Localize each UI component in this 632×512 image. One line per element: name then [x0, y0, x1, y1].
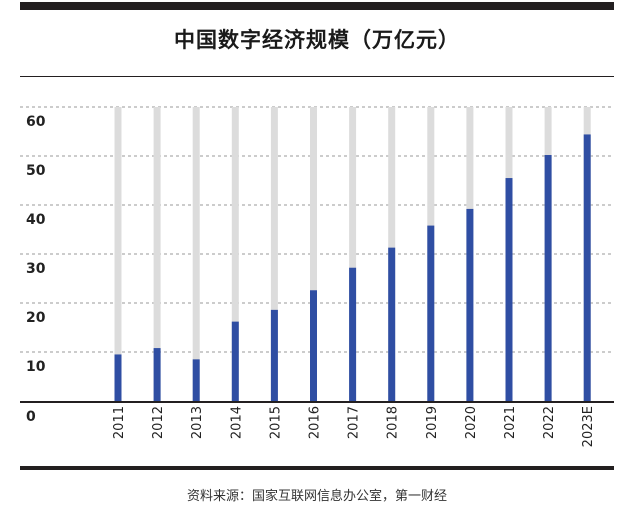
y-axis-ticks: 0 10 20 30 40 50 60 [26, 114, 46, 425]
y-tick-label: 40 [26, 212, 46, 228]
bar [505, 178, 513, 401]
x-tick-label: 2020 [464, 406, 479, 439]
bar [231, 321, 239, 401]
bar [114, 354, 122, 401]
bar-track [270, 107, 278, 401]
chart-title: 中国数字经济规模（万亿元） [174, 28, 460, 52]
bar [466, 208, 474, 401]
bar [544, 155, 552, 401]
bar [192, 359, 200, 401]
bar-track [231, 107, 239, 401]
bar [270, 309, 278, 401]
x-tick-label: 2013 [190, 406, 205, 439]
bottom-rule [20, 466, 614, 470]
x-tick-label: 2015 [268, 406, 283, 439]
y-tick-label: 20 [26, 310, 46, 326]
bar-track [114, 107, 122, 401]
bar-track [153, 107, 161, 401]
bar-track [310, 107, 317, 401]
bars [114, 134, 591, 401]
x-tick-label: 2017 [347, 406, 362, 439]
bar [349, 267, 357, 401]
x-tick-label: 2019 [425, 406, 440, 439]
top-rule [20, 2, 614, 10]
y-tick-label: 50 [26, 163, 46, 179]
x-tick-label: 2023E [581, 406, 596, 447]
bar [583, 134, 591, 401]
x-tick-label: 2014 [229, 406, 244, 439]
x-tick-label: 2018 [386, 406, 401, 439]
x-tick-label: 2012 [151, 406, 166, 439]
x-axis-ticks: 2011 2012 2013 2014 2015 2016 2017 2018 2019 2020… [112, 406, 596, 447]
y-tick-label: 10 [26, 359, 46, 375]
bar-track [192, 107, 200, 401]
x-tick-label: 2011 [112, 406, 127, 439]
title-divider [20, 76, 614, 77]
x-tick-label: 2021 [503, 406, 518, 439]
source-note: 资料来源：国家互联网信息办公室，第一财经 [186, 489, 447, 504]
bar [388, 247, 396, 401]
bar [153, 348, 161, 401]
bar [427, 225, 435, 401]
y-tick-label: 30 [26, 261, 46, 277]
y-tick-label: 60 [26, 114, 46, 130]
x-tick-label: 2022 [542, 406, 557, 439]
bar-track [349, 107, 357, 401]
x-tick-label: 2016 [308, 406, 323, 439]
y-tick-label: 0 [26, 409, 36, 425]
bar [310, 290, 317, 401]
